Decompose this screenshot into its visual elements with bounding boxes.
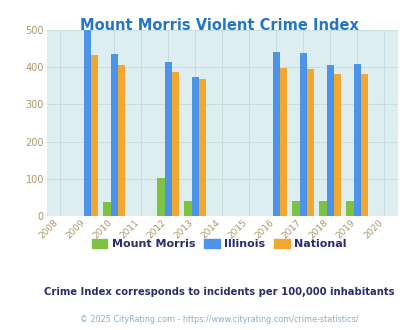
Bar <box>110 54 117 216</box>
Bar <box>164 62 171 216</box>
Bar <box>326 65 333 216</box>
Bar <box>306 69 313 216</box>
Bar <box>353 64 360 216</box>
Bar <box>117 65 125 216</box>
Bar <box>157 179 164 216</box>
Bar <box>345 201 353 216</box>
Bar <box>198 79 206 216</box>
Bar <box>333 74 341 216</box>
Bar <box>319 201 326 216</box>
Bar <box>279 68 287 216</box>
Bar <box>191 78 198 216</box>
Bar <box>184 201 191 216</box>
Bar <box>103 202 110 216</box>
Bar <box>91 55 98 216</box>
Legend: Mount Morris, Illinois, National: Mount Morris, Illinois, National <box>87 234 350 253</box>
Text: © 2025 CityRating.com - https://www.cityrating.com/crime-statistics/: © 2025 CityRating.com - https://www.city… <box>80 315 358 324</box>
Bar <box>272 52 279 216</box>
Bar <box>171 72 179 216</box>
Bar <box>360 75 367 216</box>
Bar <box>83 30 91 216</box>
Bar <box>299 53 306 216</box>
Text: Mount Morris Violent Crime Index: Mount Morris Violent Crime Index <box>80 18 358 33</box>
Bar <box>292 201 299 216</box>
Text: Crime Index corresponds to incidents per 100,000 inhabitants: Crime Index corresponds to incidents per… <box>44 287 394 297</box>
